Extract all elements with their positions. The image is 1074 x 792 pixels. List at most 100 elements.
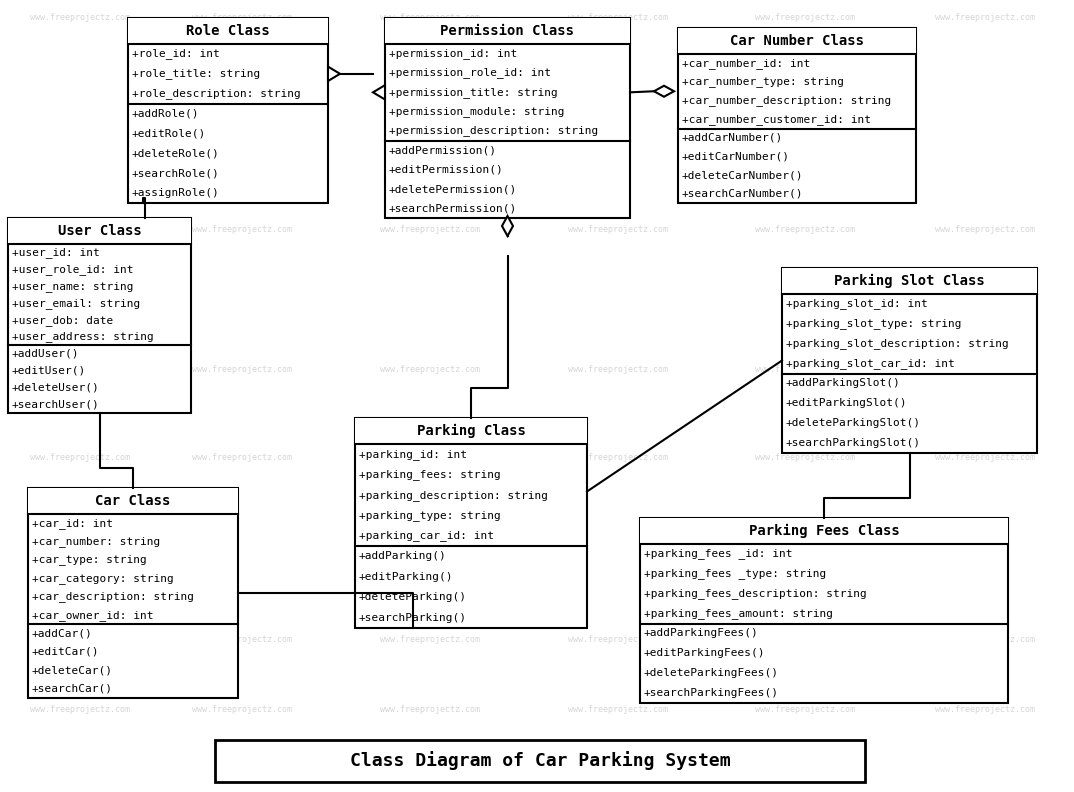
Text: +car_number_type: string: +car_number_type: string [682, 77, 844, 87]
Text: www.freeprojectz.com: www.freeprojectz.com [935, 635, 1035, 645]
Text: +car_description: string: +car_description: string [32, 592, 194, 602]
Polygon shape [654, 86, 674, 97]
Text: +deleteRole(): +deleteRole() [132, 148, 220, 158]
Text: +permission_title: string: +permission_title: string [389, 87, 557, 97]
Text: www.freeprojectz.com: www.freeprojectz.com [755, 454, 855, 463]
Text: +addCar(): +addCar() [32, 629, 92, 638]
Text: Parking Fees Class: Parking Fees Class [749, 524, 899, 538]
Text: +role_id: int: +role_id: int [132, 48, 220, 59]
Text: +addParkingSlot(): +addParkingSlot() [786, 379, 901, 388]
Text: www.freeprojectz.com: www.freeprojectz.com [568, 706, 668, 714]
Bar [128, 18, 328, 203]
Text: +deleteUser(): +deleteUser() [12, 383, 100, 393]
Text: www.freeprojectz.com: www.freeprojectz.com [935, 13, 1035, 22]
Text: Parking Slot Class: Parking Slot Class [834, 274, 985, 288]
Text: +parking_slot_id: int: +parking_slot_id: int [786, 299, 928, 310]
Bar [28, 488, 238, 514]
Text: www.freeprojectz.com: www.freeprojectz.com [380, 454, 480, 463]
Text: www.freeprojectz.com: www.freeprojectz.com [380, 13, 480, 22]
Bar [678, 28, 916, 54]
Text: +car_number_description: string: +car_number_description: string [682, 95, 891, 106]
Text: +editRole(): +editRole() [132, 128, 206, 139]
Text: www.freeprojectz.com: www.freeprojectz.com [30, 706, 130, 714]
Text: +parking_description: string: +parking_description: string [359, 489, 548, 501]
Bar [384, 18, 630, 44]
Text: www.freeprojectz.com: www.freeprojectz.com [568, 226, 668, 234]
Text: +parking_car_id: int: +parking_car_id: int [359, 531, 494, 542]
Text: +searchPermission(): +searchPermission() [389, 204, 518, 213]
Text: +addParkingFees(): +addParkingFees() [644, 628, 758, 638]
Text: www.freeprojectz.com: www.freeprojectz.com [755, 635, 855, 645]
Text: www.freeprojectz.com: www.freeprojectz.com [192, 365, 292, 375]
Text: +addRole(): +addRole() [132, 109, 200, 119]
Text: www.freeprojectz.com: www.freeprojectz.com [755, 706, 855, 714]
Text: +searchCarNumber(): +searchCarNumber() [682, 188, 803, 199]
Text: +deleteParkingSlot(): +deleteParkingSlot() [786, 418, 921, 428]
Text: Car Number Class: Car Number Class [730, 34, 863, 48]
Text: www.freeprojectz.com: www.freeprojectz.com [755, 226, 855, 234]
Text: +parking_fees_description: string: +parking_fees_description: string [644, 588, 867, 599]
Text: +user_dob: date: +user_dob: date [12, 314, 113, 326]
Bar [384, 18, 630, 218]
Bar [355, 418, 587, 628]
Text: +parking_fees _type: string: +parking_fees _type: string [644, 569, 826, 579]
Text: +car_number_id: int: +car_number_id: int [682, 58, 810, 69]
Polygon shape [373, 85, 384, 100]
Text: www.freeprojectz.com: www.freeprojectz.com [380, 226, 480, 234]
Text: +permission_module: string: +permission_module: string [389, 106, 565, 117]
Text: +deleteCar(): +deleteCar() [32, 665, 113, 676]
Text: +searchParking(): +searchParking() [359, 613, 467, 623]
Text: +searchRole(): +searchRole() [132, 168, 220, 178]
Text: +editCar(): +editCar() [32, 647, 100, 657]
Text: +addCarNumber(): +addCarNumber() [682, 133, 783, 143]
Text: +user_id: int: +user_id: int [12, 247, 100, 258]
Bar [355, 418, 587, 444]
Bar [640, 518, 1008, 544]
Text: +parking_slot_car_id: int: +parking_slot_car_id: int [786, 358, 955, 369]
Text: +editPermission(): +editPermission() [389, 165, 504, 175]
Text: +searchCar(): +searchCar() [32, 683, 113, 694]
Text: +deleteParkingFees(): +deleteParkingFees() [644, 668, 779, 678]
Text: www.freeprojectz.com: www.freeprojectz.com [380, 365, 480, 375]
Text: www.freeprojectz.com: www.freeprojectz.com [192, 454, 292, 463]
Text: www.freeprojectz.com: www.freeprojectz.com [30, 635, 130, 645]
Bar [782, 268, 1037, 294]
Text: +searchParkingSlot(): +searchParkingSlot() [786, 438, 921, 448]
Text: www.freeprojectz.com: www.freeprojectz.com [568, 13, 668, 22]
Bar [128, 18, 328, 44]
Text: +car_type: string: +car_type: string [32, 554, 147, 565]
Text: +searchParkingFees(): +searchParkingFees() [644, 688, 779, 698]
Text: +addPermission(): +addPermission() [389, 146, 497, 155]
Text: User Class: User Class [58, 224, 142, 238]
Text: +role_description: string: +role_description: string [132, 88, 301, 99]
Text: +user_email: string: +user_email: string [12, 298, 141, 309]
Text: +deleteCarNumber(): +deleteCarNumber() [682, 170, 803, 180]
Text: +car_number_customer_id: int: +car_number_customer_id: int [682, 114, 871, 124]
Text: +permission_id: int: +permission_id: int [389, 48, 518, 59]
Text: www.freeprojectz.com: www.freeprojectz.com [935, 226, 1035, 234]
Text: www.freeprojectz.com: www.freeprojectz.com [380, 706, 480, 714]
Text: www.freeprojectz.com: www.freeprojectz.com [568, 635, 668, 645]
Text: +permission_description: string: +permission_description: string [389, 126, 598, 136]
Text: +parking_fees_amount: string: +parking_fees_amount: string [644, 608, 833, 619]
Text: +user_name: string: +user_name: string [12, 281, 133, 291]
Text: +editParking(): +editParking() [359, 572, 453, 582]
Text: www.freeprojectz.com: www.freeprojectz.com [192, 226, 292, 234]
Text: www.freeprojectz.com: www.freeprojectz.com [935, 454, 1035, 463]
Text: www.freeprojectz.com: www.freeprojectz.com [30, 13, 130, 22]
Text: +parking_fees _id: int: +parking_fees _id: int [644, 549, 793, 559]
Text: +editUser(): +editUser() [12, 366, 86, 375]
Text: +parking_id: int: +parking_id: int [359, 449, 467, 459]
Text: Role Class: Role Class [186, 24, 270, 38]
Text: +user_role_id: int: +user_role_id: int [12, 264, 133, 275]
Text: +addUser(): +addUser() [12, 348, 79, 359]
Text: +editParkingFees(): +editParkingFees() [644, 649, 766, 658]
Text: +editParkingSlot(): +editParkingSlot() [786, 398, 908, 409]
Text: +deleteParking(): +deleteParking() [359, 592, 467, 603]
Text: +role_title: string: +role_title: string [132, 68, 260, 79]
Text: www.freeprojectz.com: www.freeprojectz.com [935, 706, 1035, 714]
Text: +permission_role_id: int: +permission_role_id: int [389, 67, 551, 78]
Text: Class Diagram of Car Parking System: Class Diagram of Car Parking System [350, 752, 730, 771]
Text: www.freeprojectz.com: www.freeprojectz.com [192, 13, 292, 22]
Text: www.freeprojectz.com: www.freeprojectz.com [192, 706, 292, 714]
